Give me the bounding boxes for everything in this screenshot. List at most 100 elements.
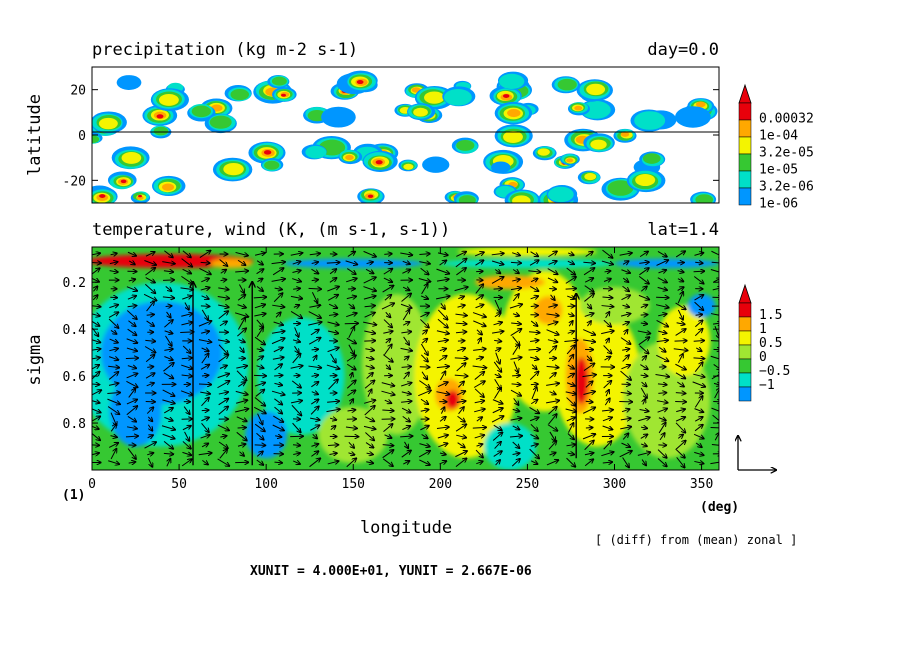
wind-arrow bbox=[566, 397, 576, 406]
wind-arrow bbox=[638, 337, 650, 346]
wind-arrow bbox=[658, 423, 666, 434]
wind-arrow bbox=[182, 296, 191, 300]
wind-arrow bbox=[201, 296, 209, 299]
wind-arrow bbox=[201, 348, 209, 351]
wind-arrow bbox=[308, 322, 321, 326]
wind-arrow bbox=[602, 417, 612, 422]
wind-arrow bbox=[437, 435, 448, 438]
wind-arrow bbox=[657, 277, 667, 283]
wind-arrow bbox=[512, 253, 520, 256]
wind-arrow bbox=[382, 458, 393, 466]
wind-arrow bbox=[513, 361, 518, 373]
wind-arrow bbox=[201, 309, 208, 320]
wind-arrow bbox=[569, 321, 573, 327]
wind-arrow bbox=[351, 373, 353, 379]
wind-arrow bbox=[602, 462, 613, 463]
precip-cell bbox=[512, 195, 531, 203]
wind-arrow bbox=[381, 390, 394, 395]
wind-arrow bbox=[146, 383, 154, 386]
precip-cell bbox=[321, 106, 356, 128]
wind-arrow bbox=[165, 335, 171, 346]
wind-arrow bbox=[473, 381, 485, 388]
wind-arrow bbox=[218, 288, 228, 290]
wind-arrow bbox=[405, 441, 409, 448]
wind-arrow bbox=[455, 314, 466, 315]
wind-arrow bbox=[565, 277, 576, 284]
wind-arrow bbox=[401, 407, 411, 412]
wind-arrow bbox=[384, 400, 392, 403]
precip-cell bbox=[375, 160, 383, 165]
wind-arrow bbox=[311, 444, 318, 447]
wind-arrow bbox=[164, 331, 173, 334]
precip-colorbar: 0.00032 1e-04 3.2e-05 1e-05 3.2e-06 1e-06 bbox=[738, 83, 814, 211]
wind-arrow bbox=[292, 261, 301, 264]
colorbar-swatch bbox=[738, 302, 752, 318]
wind-arrow bbox=[711, 262, 719, 263]
wind-arrow bbox=[455, 332, 466, 333]
wind-arrow bbox=[128, 462, 136, 463]
wind-arrow bbox=[382, 445, 394, 446]
wind-arrow bbox=[457, 442, 465, 448]
wind-arrow bbox=[510, 357, 521, 359]
wind-arrow bbox=[474, 409, 485, 412]
wind-arrow bbox=[235, 271, 248, 272]
colorbar-swatch bbox=[738, 187, 752, 206]
colorbar-label: 3.2e-05 bbox=[759, 145, 814, 160]
wind-arrow bbox=[601, 331, 614, 335]
wind-arrow bbox=[640, 364, 647, 370]
wind-arrow bbox=[146, 407, 153, 414]
wind-arrow bbox=[437, 318, 448, 327]
wind-arrow bbox=[673, 349, 688, 351]
wind-arrow bbox=[601, 410, 613, 411]
wind-arrow bbox=[492, 408, 503, 414]
wind-arrow bbox=[475, 295, 483, 301]
wind-arrow bbox=[641, 459, 646, 466]
colorbar-swatch bbox=[738, 372, 752, 388]
wind-arrow bbox=[565, 288, 577, 289]
wind-arrow bbox=[606, 390, 609, 397]
wind-arrow bbox=[364, 400, 375, 404]
wind-arrow bbox=[201, 353, 209, 364]
wind-arrow bbox=[201, 331, 209, 333]
wind-arrow bbox=[237, 427, 246, 428]
wind-arrow bbox=[310, 406, 319, 415]
wind-arrow bbox=[712, 323, 719, 324]
wind-arrow bbox=[418, 277, 431, 281]
wind-arrow bbox=[418, 390, 431, 397]
wind-arrow bbox=[125, 436, 138, 437]
wind-arrow bbox=[529, 372, 538, 381]
wind-arrow bbox=[658, 270, 666, 273]
wind-arrow bbox=[363, 250, 376, 256]
colorbar-swatch bbox=[738, 316, 752, 332]
wind-arrow bbox=[491, 260, 503, 264]
wind-arrow bbox=[292, 445, 300, 446]
wind-arrow bbox=[639, 409, 649, 411]
wind-arrow bbox=[309, 338, 320, 345]
precip-cell bbox=[557, 78, 577, 91]
wind-arrow bbox=[254, 336, 265, 344]
wind-arrow bbox=[182, 452, 191, 455]
wind-arrow bbox=[239, 346, 244, 352]
wind-arrow bbox=[92, 278, 99, 282]
wind-arrow bbox=[529, 406, 540, 413]
precip-y-axis: 20 0 -20 bbox=[63, 84, 719, 189]
wind-arrow bbox=[492, 432, 502, 441]
wind-arrow bbox=[146, 314, 154, 315]
wind-arrow bbox=[548, 251, 557, 258]
wind-arrow bbox=[162, 389, 175, 396]
temp-ytick-label: 0.6 bbox=[63, 370, 86, 385]
colorbar-swatch bbox=[738, 386, 752, 402]
units-line: XUNIT = 4.000E+01, YUNIT = 2.667E-06 bbox=[250, 564, 532, 579]
wind-arrow bbox=[237, 259, 245, 265]
temp-xtick-label: 150 bbox=[342, 477, 365, 492]
wind-arrow bbox=[582, 434, 595, 440]
wind-arrow bbox=[454, 375, 468, 376]
wind-arrow bbox=[419, 254, 430, 255]
wind-arrow bbox=[624, 330, 627, 336]
wind-arrow bbox=[419, 459, 430, 465]
wind-arrow bbox=[475, 449, 483, 458]
wind-arrow bbox=[549, 288, 556, 289]
wind-arrow bbox=[472, 427, 486, 428]
wind-arrow bbox=[601, 452, 613, 457]
wind-arrow bbox=[584, 459, 593, 467]
